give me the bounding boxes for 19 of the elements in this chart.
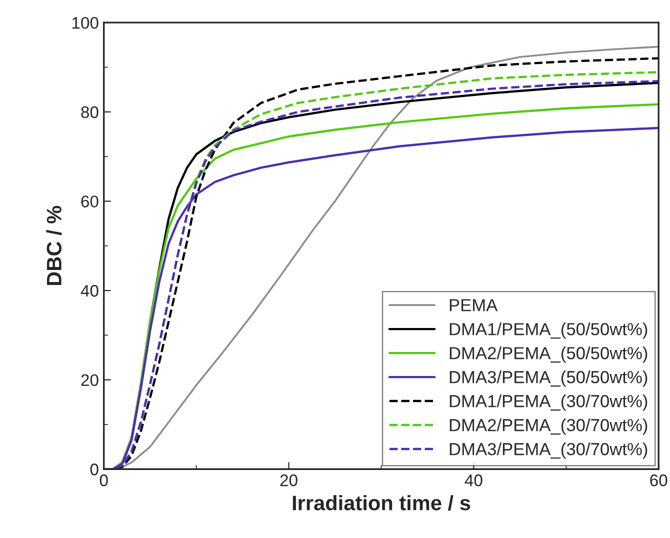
- x-tick-label: 60: [650, 474, 668, 486]
- x-tick-label: 20: [280, 474, 298, 486]
- x-tick-label: 40: [464, 474, 482, 486]
- legend-label: PEMA: [450, 299, 498, 312]
- y-axis-title: DBC / %: [46, 206, 62, 285]
- legend-label: DMA2/PEMA_(50/50wt%): [450, 346, 648, 363]
- legend-label: DMA3/PEMA_(30/70wt%): [450, 442, 648, 459]
- legend-label: DMA2/PEMA_(30/70wt%): [450, 418, 648, 435]
- y-tick-label: 60: [81, 196, 98, 208]
- y-tick-label: 80: [81, 106, 98, 118]
- x-tick-label: 0: [100, 474, 108, 486]
- legend-label: DMA3/PEMA_(50/50wt%): [450, 370, 648, 387]
- y-tick-label: 100: [72, 16, 98, 29]
- y-tick-label: 20: [81, 374, 98, 386]
- x-axis-title: Irradiation time / s: [292, 495, 470, 511]
- legend-label: DMA1/PEMA_(50/50wt%): [450, 322, 648, 339]
- legend-label: DMA1/PEMA_(30/70wt%): [450, 394, 648, 411]
- y-tick-label: 40: [80, 284, 98, 297]
- y-tick-label: 0: [90, 464, 98, 476]
